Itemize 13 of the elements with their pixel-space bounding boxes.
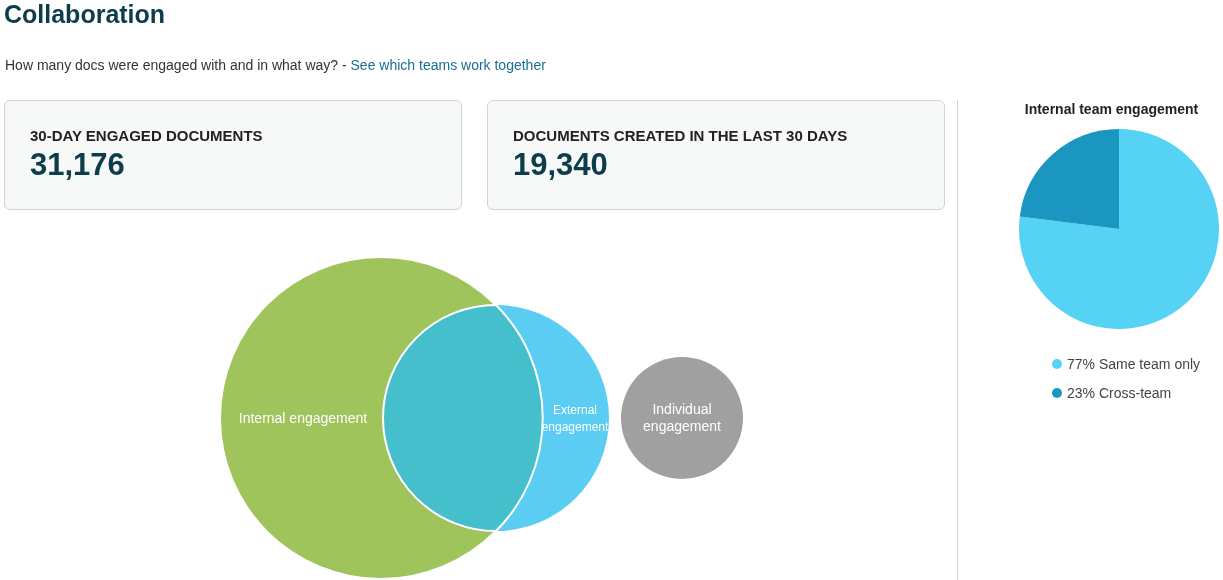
text: How many docs were engaged with and in what way? - [5,57,347,73]
text: Collaboration [4,0,166,29]
text: External engagement [541,403,610,434]
text: 30-DAY ENGAGED DOCUMENTS [30,127,263,144]
text: 19,340 [513,147,608,183]
legend-label: 77% Same team only [1067,355,1201,372]
legend-label: 23% Cross-team [1067,384,1172,401]
text: DOCUMENTS CREATED IN THE LAST 30 DAYS [513,127,848,144]
text: Internal engagement [238,410,368,426]
text: See which teams work together [350,57,546,73]
text: Individual engagement [643,401,722,434]
chart-title: Internal team engagement [1023,101,1200,117]
text: 31,176 [30,147,125,183]
